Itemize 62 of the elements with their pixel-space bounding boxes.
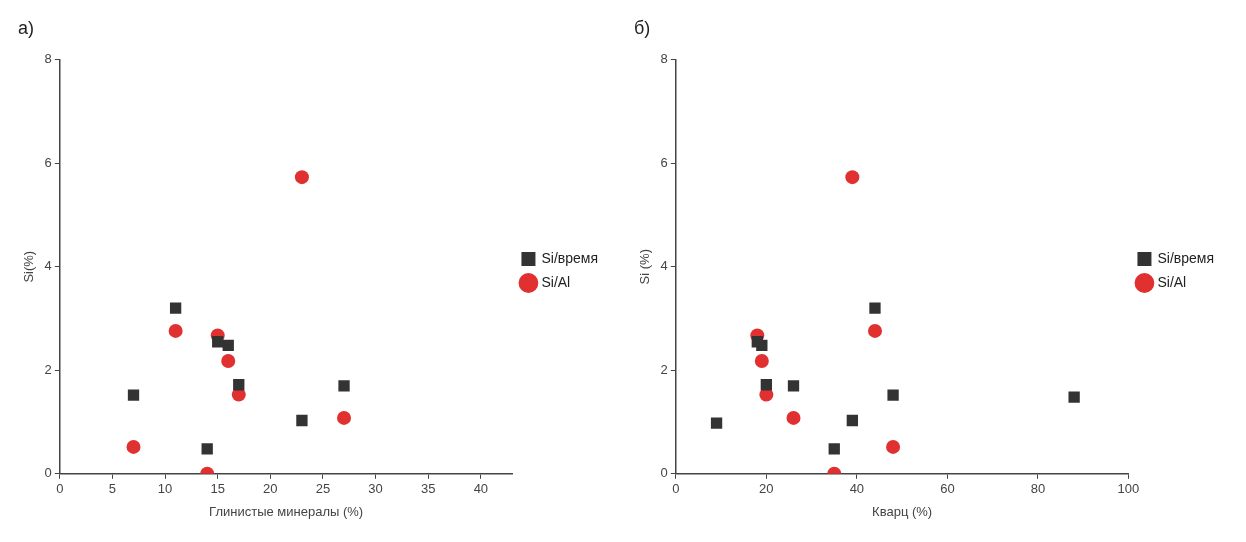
point	[127, 389, 140, 401]
x-tick-label: 5	[108, 481, 117, 497]
point	[828, 443, 840, 455]
x-tick-label: 80	[1030, 481, 1046, 497]
point	[201, 443, 213, 455]
y-tick-label: 6	[660, 154, 668, 170]
legend-label: Si/Al	[541, 273, 571, 290]
y-tick-label: 8	[44, 51, 52, 67]
x-tick-label: 15	[210, 481, 225, 497]
point	[786, 410, 801, 425]
point	[1068, 391, 1080, 403]
x-axis-title: Кварц (%)	[872, 503, 933, 519]
x-tick-label: 0	[672, 481, 680, 497]
x-tick-label: 35	[421, 481, 436, 497]
chart-title: б)	[634, 17, 651, 38]
x-tick-label: 40	[849, 481, 865, 497]
y-tick-label: 0	[44, 465, 52, 481]
point	[233, 379, 245, 391]
x-tick-label: 100	[1117, 481, 1140, 497]
point	[337, 410, 352, 425]
y-tick-label: 8	[660, 51, 668, 67]
point	[710, 417, 723, 429]
point	[168, 323, 183, 338]
point	[869, 302, 881, 314]
legend-label: Si/время	[1157, 249, 1215, 266]
x-tick-label: 40	[473, 481, 489, 497]
point	[338, 380, 350, 392]
point	[169, 302, 182, 314]
x-tick-label: 20	[759, 481, 774, 497]
point	[845, 170, 860, 185]
y-axis-title: Si (%)	[637, 249, 653, 285]
point	[294, 170, 309, 185]
y-axis-title: Si(%)	[21, 250, 37, 283]
legend-label: Si/время	[541, 249, 599, 266]
y-tick-label: 0	[660, 465, 668, 481]
point	[222, 339, 234, 352]
x-tick-label: 10	[157, 481, 173, 497]
legend-label: Si/Al	[1157, 273, 1187, 290]
y-tick-label: 6	[44, 154, 52, 170]
point	[867, 323, 882, 338]
point	[756, 339, 768, 352]
point	[887, 389, 899, 401]
y-tick-label: 4	[44, 258, 52, 274]
point	[760, 379, 773, 391]
point	[886, 439, 901, 454]
point	[754, 353, 769, 368]
point	[212, 336, 224, 348]
x-tick-label: 60	[940, 481, 955, 497]
chart-title: а)	[18, 17, 35, 38]
point	[296, 414, 308, 427]
point	[846, 414, 859, 427]
x-axis-title: Глинистые минералы (%)	[209, 503, 364, 519]
x-tick-label: 20	[263, 481, 278, 497]
y-tick-label: 2	[44, 361, 52, 377]
x-tick-label: 25	[315, 481, 331, 497]
x-tick-label: 0	[56, 481, 64, 497]
y-tick-label: 2	[660, 361, 668, 377]
y-tick-label: 4	[660, 258, 668, 274]
point	[787, 380, 800, 392]
point	[221, 353, 236, 368]
point	[126, 439, 141, 454]
x-tick-label: 30	[368, 481, 383, 497]
